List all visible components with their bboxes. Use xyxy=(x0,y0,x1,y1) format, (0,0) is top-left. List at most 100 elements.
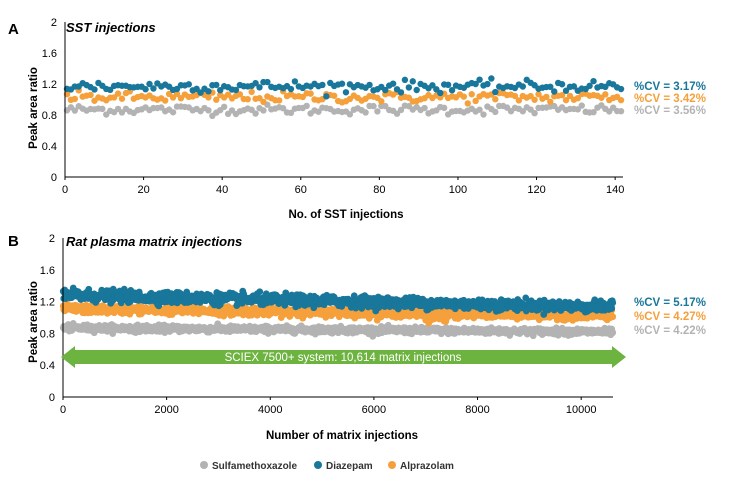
panel-b-x-axis-title: Number of matrix injections xyxy=(266,430,418,442)
point-diazepam xyxy=(197,89,204,96)
point-alprazolam xyxy=(87,91,94,99)
point-diazepam xyxy=(389,80,397,87)
panel-b-y-ticks: 0 0.4 0.8 1.2 1.6 2 xyxy=(40,233,55,404)
panel-a-y-ticks: 0 0.4 0.8 1.2 1.6 2 xyxy=(42,17,57,184)
point-alprazolam xyxy=(543,93,550,101)
point-diazepam xyxy=(232,86,240,94)
panel-a-x-axis-title: No. of SST injections xyxy=(288,209,403,221)
point-sulfamethoxazole xyxy=(205,107,212,114)
y-tick-label: 1.6 xyxy=(40,265,55,277)
panel-b-cv-alprazolam: %CV = 4.27% xyxy=(634,311,706,323)
point-diazepam xyxy=(448,87,456,94)
point-diazepam xyxy=(366,81,373,89)
point-diazepam xyxy=(358,304,366,312)
arrow-shape xyxy=(61,346,626,368)
point-alprazolam xyxy=(562,96,570,104)
point-diazepam xyxy=(146,80,153,88)
point-sulfamethoxazole xyxy=(617,107,625,115)
panel-b-title: Rat plasma matrix injections xyxy=(66,234,242,249)
point-diazepam xyxy=(413,86,420,94)
panel-b-letter: B xyxy=(8,233,19,250)
point-alprazolam xyxy=(213,96,220,103)
point-diazepam xyxy=(217,86,224,94)
x-tick-label: 80 xyxy=(373,184,385,196)
point-sulfamethoxazole xyxy=(362,109,369,116)
point-diazepam xyxy=(522,294,530,302)
point-alprazolam xyxy=(244,96,251,103)
point-diazepam xyxy=(150,85,157,92)
point-diazepam xyxy=(476,76,483,83)
panel-b-y-axis-title: Peak area ratio xyxy=(28,281,40,363)
point-diazepam xyxy=(106,86,114,94)
point-diazepam xyxy=(256,84,263,91)
legend-marker-diazepam xyxy=(314,461,322,469)
panel-b-points xyxy=(59,284,617,340)
point-alprazolam xyxy=(574,94,582,102)
y-tick-label: 0 xyxy=(51,172,57,184)
point-alprazolam xyxy=(248,88,255,96)
point-alprazolam xyxy=(307,90,314,97)
point-diazepam xyxy=(397,89,405,96)
point-diazepam xyxy=(405,84,413,91)
x-tick-label: 120 xyxy=(527,184,545,196)
point-diazepam xyxy=(617,85,625,93)
point-sulfamethoxazole xyxy=(279,105,287,112)
point-alprazolam xyxy=(236,91,244,98)
point-sulfamethoxazole xyxy=(71,107,79,114)
point-diazepam xyxy=(287,85,295,93)
point-sulfamethoxazole xyxy=(99,105,106,113)
point-diazepam xyxy=(444,81,452,89)
point-diazepam xyxy=(488,75,495,82)
point-diazepam xyxy=(591,296,599,304)
point-alprazolam xyxy=(118,95,126,102)
point-alprazolam xyxy=(260,98,267,106)
y-tick-label: 2 xyxy=(49,233,55,245)
x-tick-label: 10000 xyxy=(566,404,597,416)
x-tick-label: 20 xyxy=(137,184,149,196)
y-tick-label: 0.8 xyxy=(40,328,55,340)
x-tick-label: 100 xyxy=(449,184,467,196)
point-sulfamethoxazole xyxy=(590,108,597,116)
point-diazepam xyxy=(586,82,593,90)
point-sulfamethoxazole xyxy=(346,111,354,118)
x-tick-label: 0 xyxy=(60,404,66,416)
point-alprazolam xyxy=(531,96,538,103)
panel-b: B Rat plasma matrix injections 0 0.4 0.8 1.… xyxy=(8,233,706,442)
point-alprazolam xyxy=(162,97,169,104)
point-diazepam xyxy=(429,82,436,89)
arrow-annotation: SCIEX 7500+ system: 10,614 matrix inject… xyxy=(225,352,462,364)
point-alprazolam xyxy=(114,90,122,97)
point-sulfamethoxazole xyxy=(374,108,381,115)
point-diazepam xyxy=(401,76,409,84)
point-diazepam xyxy=(609,299,617,307)
point-alprazolam xyxy=(472,97,479,105)
x-tick-label: 8000 xyxy=(465,404,489,416)
point-diazepam xyxy=(382,86,389,94)
point-diazepam xyxy=(492,88,499,96)
point-alprazolam xyxy=(515,97,523,104)
panel-a-title: SST injections xyxy=(66,20,156,35)
legend-marker-sulfamethoxazole xyxy=(200,461,208,469)
panel-a-cv-diazepam: %CV = 3.17% xyxy=(634,81,706,93)
legend-label-sulfamethoxazole: Sulfamethoxazole xyxy=(212,461,297,472)
point-diazepam xyxy=(91,86,98,93)
x-tick-label: 60 xyxy=(295,184,307,196)
y-tick-label: 2 xyxy=(51,17,57,29)
point-sulfamethoxazole xyxy=(421,104,428,112)
point-diazepam xyxy=(142,86,149,93)
panel-a-points xyxy=(63,75,625,120)
point-alprazolam xyxy=(330,92,338,99)
panel-a-cv-sulfamethoxazole: %CV = 3.56% xyxy=(634,105,706,117)
x-tick-label: 40 xyxy=(216,184,228,196)
point-sulfamethoxazole xyxy=(441,104,448,112)
point-sulfamethoxazole xyxy=(519,108,526,115)
panel-b-cv-diazepam: %CV = 5.17% xyxy=(634,297,706,309)
point-sulfamethoxazole xyxy=(382,102,389,110)
point-diazepam xyxy=(323,93,330,100)
point-alprazolam xyxy=(558,91,566,99)
panel-b-axes xyxy=(62,238,613,398)
y-tick-label: 1.2 xyxy=(40,297,55,309)
point-diazepam xyxy=(291,78,299,85)
